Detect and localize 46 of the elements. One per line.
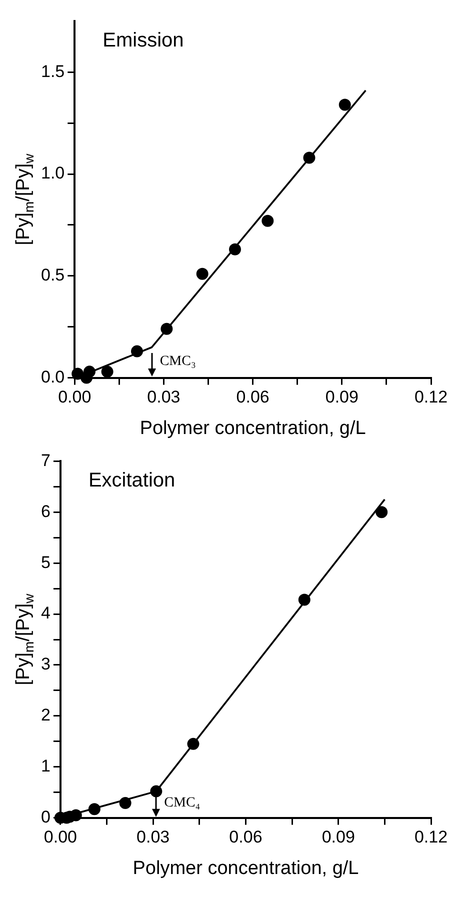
y-tick-label: 1.0 — [40, 164, 65, 183]
y-tick-label: 1.5 — [40, 62, 65, 81]
y-tick-label: 1 — [40, 756, 50, 776]
point — [130, 345, 143, 358]
x-tick-label: 0.09 — [322, 828, 355, 847]
y-tick-label: 4 — [40, 604, 50, 623]
y-tick-label: 7 — [40, 450, 50, 470]
point — [83, 366, 96, 378]
point — [119, 797, 132, 810]
point — [376, 506, 388, 518]
y-tick-label: 0.5 — [40, 266, 65, 285]
point — [298, 594, 310, 606]
point — [196, 268, 208, 280]
x-tick-label: 0.09 — [325, 388, 358, 407]
y-tick-label: 6 — [40, 502, 50, 521]
point — [262, 214, 274, 227]
x-tick-label: 0.06 — [229, 828, 262, 847]
y-tick-label: 2 — [40, 706, 50, 725]
point — [150, 785, 162, 798]
y-tick-label: 5 — [40, 552, 50, 572]
y-tick-label: 3 — [40, 654, 50, 674]
point — [88, 803, 100, 816]
x-tick-label: 0.12 — [414, 828, 448, 847]
x-tick-label: 0.00 — [58, 388, 92, 407]
annotation: CMC₄ — [164, 796, 200, 811]
point — [160, 322, 173, 335]
x-tick-label: 0.03 — [136, 828, 170, 847]
y-axis-title: [Py]m/[Py]w — [13, 153, 36, 246]
x-tick-label: 0.03 — [147, 388, 180, 407]
x-tick-label: 0.06 — [236, 388, 270, 407]
x-axis-title: Polymer concentration, g/L — [140, 418, 366, 439]
y-tick-label: 0.0 — [40, 367, 65, 386]
x-tick-label: 0.00 — [44, 828, 77, 847]
point — [303, 152, 316, 164]
point — [338, 98, 351, 111]
point — [229, 243, 241, 256]
point — [187, 738, 200, 750]
chart-title: Excitation — [88, 470, 176, 492]
point — [101, 366, 114, 378]
x-axis-title: Polymer concentration, g/L — [132, 858, 359, 879]
point — [72, 368, 84, 380]
x-tick-label: 0.12 — [414, 388, 448, 407]
y-axis-title: [Py]m/[Py]w — [13, 593, 36, 686]
y-tick-label: 0 — [40, 807, 50, 826]
annotation: CMC₃ — [160, 354, 196, 370]
chart-title: Emission — [102, 30, 184, 52]
